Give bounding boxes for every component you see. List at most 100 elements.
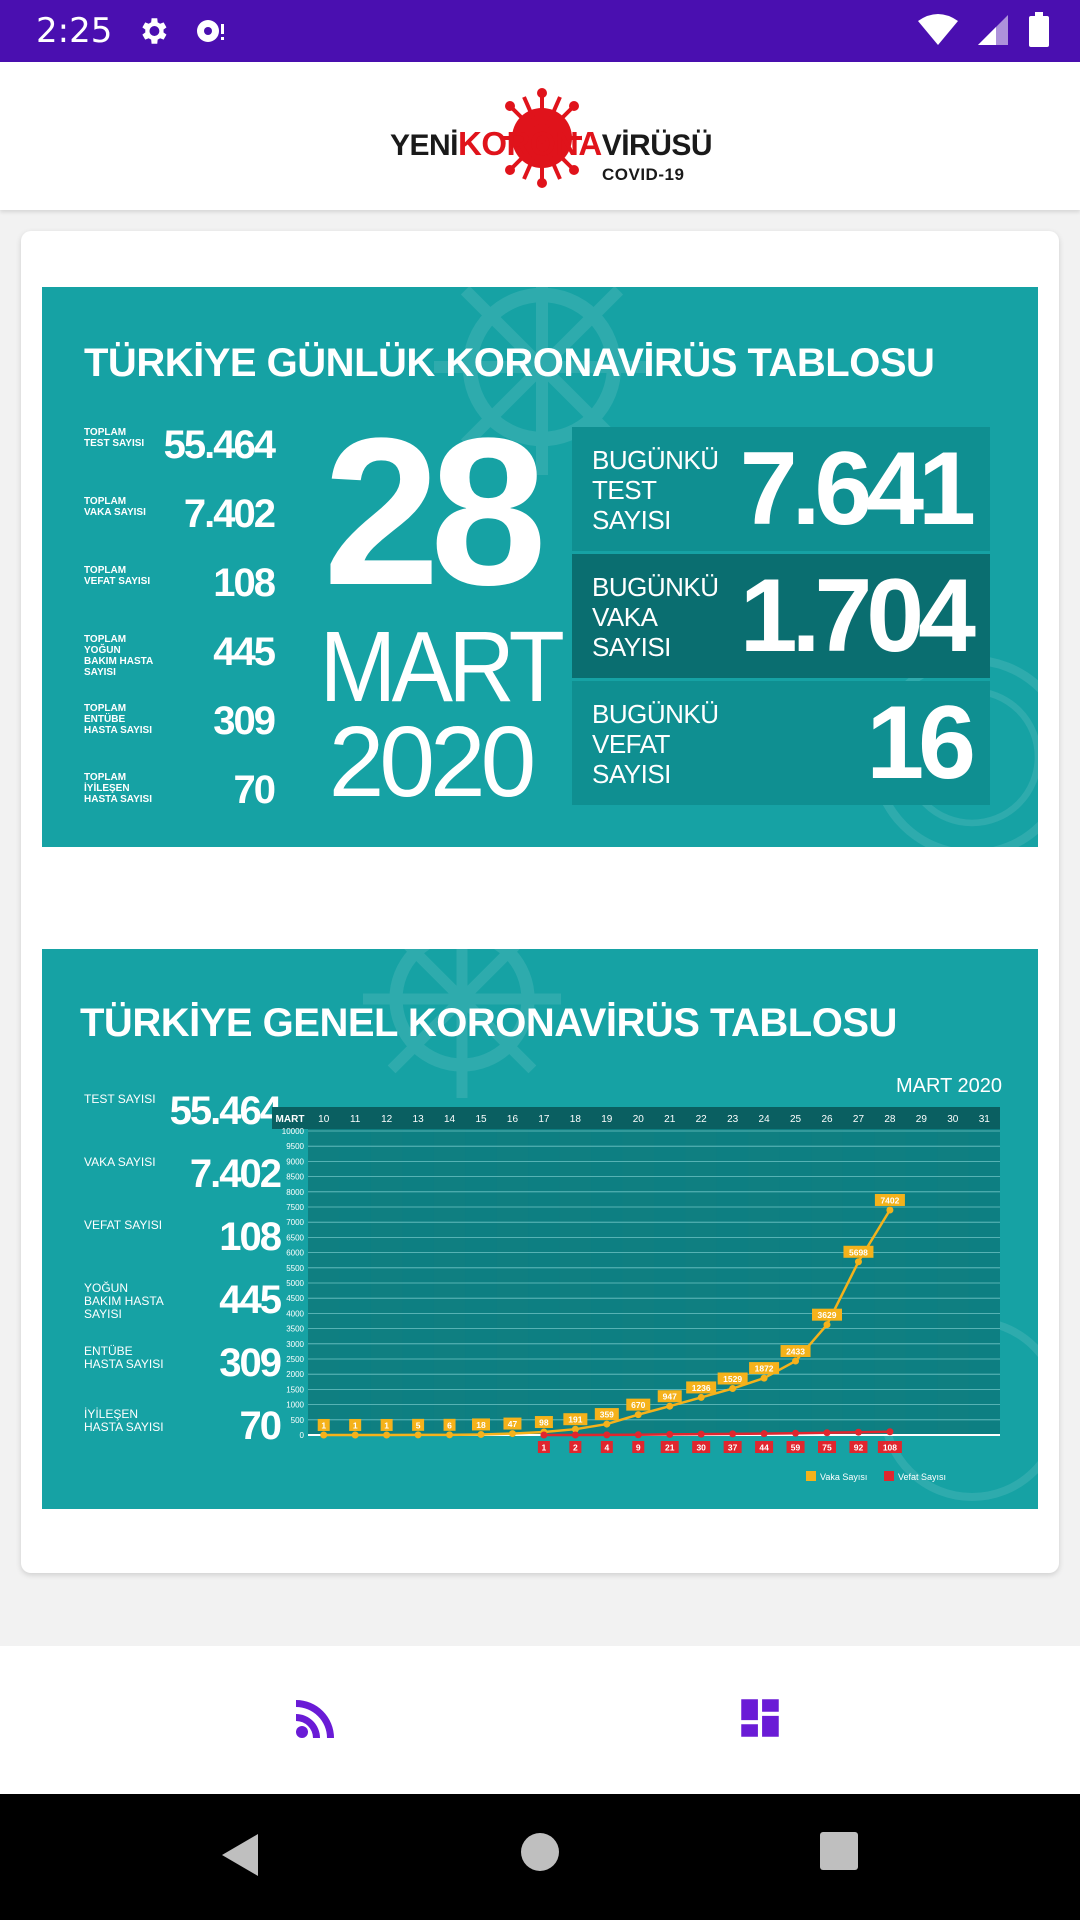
feed-nav-button[interactable]	[276, 1678, 356, 1758]
chart-y-tick-label: 6500	[286, 1233, 304, 1242]
vaka-data-label: 6	[447, 1420, 452, 1430]
today-label: BUGÜNKÜ VAKA SAYISI	[592, 572, 719, 662]
vaka-label-box	[412, 1418, 425, 1431]
today-label: BUGÜNKÜ VEFAT SAYISI	[592, 699, 719, 789]
vaka-label-box	[349, 1418, 362, 1431]
stat-value: 108	[219, 1215, 282, 1259]
vefat-label-box	[632, 1441, 645, 1453]
stat-label: TOPLAM ENTÜBE HASTA SAYISI	[84, 703, 152, 736]
stat-label: TOPLAM YOĞUN BAKIM HASTA SAYISI	[84, 634, 153, 678]
recents-icon[interactable]	[818, 1830, 860, 1872]
vefat-data-label: 2	[573, 1443, 578, 1453]
chart-x-tick-label: 16	[507, 1114, 519, 1125]
stat-label: TOPLAM VAKA SAYISI	[84, 496, 146, 518]
home-icon[interactable]	[518, 1830, 562, 1874]
general-stat-intubated: ENTÜBE HASTA SAYISI 309	[84, 1341, 282, 1395]
daily-table-image[interactable]: TÜRKİYE GÜNLÜK KORONAVİRÜS TABLOSU TOPLA…	[42, 287, 1038, 847]
today-value: 1.704	[739, 558, 976, 674]
vefat-label-box	[786, 1441, 805, 1453]
vefat-point	[634, 1431, 642, 1439]
vaka-data-label: 98	[539, 1418, 549, 1428]
stat-label: TEST SAYISI	[84, 1092, 156, 1106]
chart-column-band	[937, 1107, 969, 1435]
vefat-label-box	[537, 1441, 550, 1453]
vaka-point	[729, 1385, 737, 1393]
vaka-point	[666, 1402, 674, 1410]
general-stat-test: TEST SAYISI 55.464	[84, 1089, 282, 1143]
daily-stat-death: TOPLAM VEFAT SAYISI 108	[84, 561, 276, 611]
vaka-label-box	[317, 1418, 330, 1431]
vaka-point	[634, 1411, 642, 1419]
logo-subtitle: COVID-19	[602, 165, 685, 184]
legend-vefat-label: Vefat Sayısı	[898, 1472, 946, 1482]
vaka-data-label: 1872	[755, 1364, 774, 1374]
stat-value: 445	[213, 630, 276, 674]
stat-label: İYİLEŞEN HASTA SAYISI	[84, 1407, 164, 1434]
vaka-label-box	[563, 1413, 588, 1426]
vaka-label-box	[594, 1408, 619, 1421]
stat-label: VAKA SAYISI	[84, 1155, 156, 1169]
stat-value: 70	[239, 1404, 282, 1448]
vaka-point	[446, 1431, 454, 1439]
chart-y-tick-label: 7500	[286, 1203, 304, 1212]
logo-text-korona: KORONA	[458, 125, 602, 162]
status-bar: 2:25	[0, 0, 1080, 62]
vaka-label-box	[443, 1418, 456, 1431]
back-icon[interactable]	[218, 1830, 262, 1880]
chart-x-tick-label: 21	[664, 1114, 676, 1125]
vefat-label-box	[723, 1441, 742, 1453]
vaka-data-label: 2433	[786, 1347, 805, 1357]
stat-label: VEFAT SAYISI	[84, 1218, 163, 1232]
general-table-image[interactable]: TÜRKİYE GENEL KORONAVİRÜS TABLOSU TEST S…	[42, 949, 1038, 1509]
legend-vefat-swatch	[884, 1471, 894, 1481]
vefat-data-label: 59	[791, 1443, 801, 1453]
vaka-point	[571, 1425, 579, 1433]
logo-text-yeni: YENİ	[390, 129, 459, 162]
chart-column-band	[370, 1107, 403, 1435]
vefat-data-label: 92	[854, 1443, 864, 1453]
vefat-label-box	[877, 1441, 902, 1453]
vaka-data-label: 1	[353, 1420, 358, 1430]
vefat-data-label: 37	[728, 1443, 738, 1453]
settings-icon	[136, 14, 170, 48]
chart-y-tick-label: 7000	[286, 1218, 304, 1227]
chart-x-tick-label: 25	[790, 1114, 802, 1125]
chart-column-band	[308, 1107, 340, 1435]
app-header: YENİKORONAVİRÜSÜ COVID-19	[0, 62, 1080, 210]
chart-column-band	[622, 1107, 654, 1435]
vefat-label-box	[755, 1441, 774, 1453]
battery-icon	[1028, 12, 1050, 53]
vefat-point	[792, 1429, 800, 1437]
vefat-point	[729, 1430, 737, 1438]
vaka-data-label: 1	[321, 1420, 326, 1430]
stat-value: 108	[213, 561, 276, 605]
vefat-data-label: 1	[542, 1443, 547, 1453]
chart-x-tick-label: 13	[413, 1114, 425, 1125]
chart-y-tick-label: 2500	[286, 1355, 304, 1364]
vaka-label-box	[534, 1416, 553, 1429]
vaka-point	[603, 1420, 611, 1428]
chart-x-tick-label: 10	[318, 1114, 330, 1125]
vaka-data-label: 359	[600, 1410, 614, 1420]
vaka-data-label: 1529	[723, 1374, 742, 1384]
vaka-label-box	[503, 1417, 522, 1430]
content-card[interactable]: TÜRKİYE GÜNLÜK KORONAVİRÜS TABLOSU TOPLA…	[21, 231, 1059, 1573]
chart-x-tick-label: 20	[633, 1114, 645, 1125]
vaka-point	[414, 1431, 422, 1439]
general-stat-icu: YOĞUN BAKIM HASTA SAYISI 445	[84, 1278, 282, 1332]
general-stat-recovered: İYİLEŞEN HASTA SAYISI 70	[84, 1404, 282, 1458]
chart-x-tick-label: 17	[538, 1114, 550, 1125]
stat-value: 309	[219, 1341, 282, 1385]
vefat-data-label: 75	[822, 1443, 832, 1453]
vefat-label-box	[692, 1441, 711, 1453]
vaka-data-label: 670	[631, 1400, 645, 1410]
chart-x-tick-label: 14	[444, 1114, 456, 1125]
chart-column-band	[748, 1107, 780, 1435]
dashboard-nav-button[interactable]	[720, 1678, 800, 1758]
today-death-box: BUGÜNKÜ VEFAT SAYISI 16	[572, 681, 990, 805]
vefat-point	[697, 1430, 705, 1438]
vefat-label-box	[818, 1441, 836, 1453]
vefat-point	[666, 1430, 674, 1438]
stat-label: YOĞUN BAKIM HASTA SAYISI	[84, 1281, 164, 1321]
date-day: 28	[323, 394, 547, 629]
